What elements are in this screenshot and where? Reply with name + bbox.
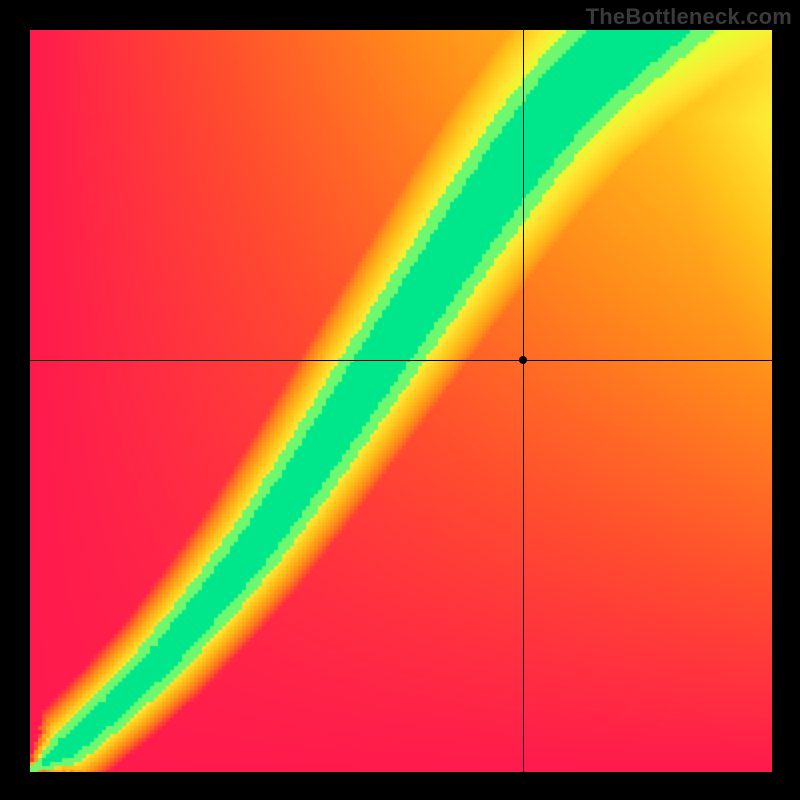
crosshair-horizontal <box>30 360 772 361</box>
marker-dot <box>519 356 527 364</box>
chart-container: TheBottleneck.com <box>0 0 800 800</box>
bottleneck-heatmap <box>30 30 772 772</box>
crosshair-vertical <box>523 30 524 772</box>
watermark-text: TheBottleneck.com <box>586 4 792 30</box>
